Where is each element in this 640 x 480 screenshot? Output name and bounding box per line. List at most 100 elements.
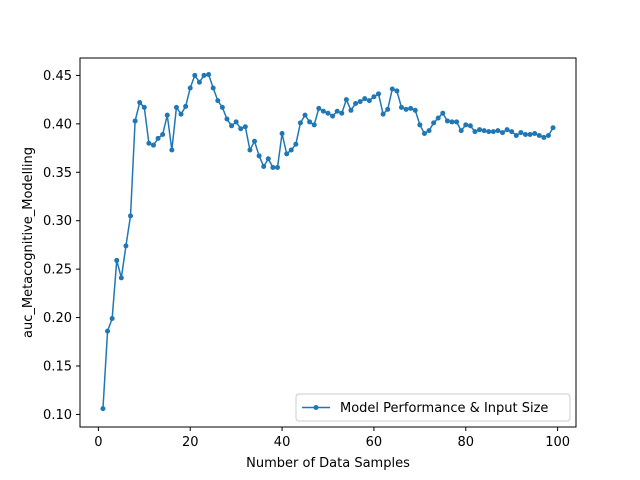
data-point	[261, 163, 267, 169]
data-point	[178, 111, 184, 117]
data-point	[467, 123, 473, 129]
axes-frame	[79, 57, 577, 428]
data-point	[357, 99, 363, 105]
data-point	[173, 104, 179, 110]
data-point	[307, 119, 313, 125]
data-point	[454, 119, 460, 125]
data-point	[160, 132, 166, 138]
data-point	[252, 138, 258, 144]
data-point	[187, 85, 193, 91]
data-point	[513, 132, 519, 138]
legend-marker-swatch	[313, 405, 319, 410]
data-point	[137, 100, 143, 106]
data-point	[265, 156, 271, 162]
data-point	[132, 118, 138, 124]
data-point	[146, 140, 152, 146]
data-point	[403, 106, 409, 112]
data-point	[509, 129, 515, 135]
data-point	[431, 120, 437, 126]
plot-area	[100, 71, 556, 412]
data-point	[192, 72, 198, 78]
data-point	[380, 111, 386, 117]
data-point	[233, 119, 239, 125]
data-point	[532, 131, 538, 137]
data-point	[348, 107, 354, 113]
data-point	[398, 104, 404, 110]
data-point	[385, 106, 391, 112]
y-tick-label: 0.30	[43, 214, 72, 229]
x-tick-label: 60	[366, 435, 383, 450]
data-point	[247, 147, 253, 153]
data-point	[238, 126, 244, 132]
data-point	[343, 97, 349, 103]
data-point	[330, 113, 336, 119]
data-point	[114, 257, 120, 263]
data-point	[435, 115, 441, 121]
data-point	[417, 122, 423, 128]
x-tick-label: 80	[458, 435, 475, 450]
data-point	[371, 94, 377, 100]
data-point	[325, 110, 331, 116]
data-point	[444, 118, 450, 124]
data-point	[541, 134, 547, 140]
data-point	[229, 123, 235, 129]
data-point	[141, 104, 147, 110]
data-point	[376, 91, 382, 97]
legend: Model Performance & Input Size	[295, 393, 571, 422]
data-point	[123, 243, 129, 249]
data-point	[164, 112, 170, 118]
y-tick-label: 0.45	[43, 69, 72, 84]
data-point	[472, 129, 478, 135]
data-point	[412, 107, 418, 113]
data-point	[206, 71, 212, 77]
data-point	[210, 85, 216, 91]
data-point	[293, 141, 299, 147]
data-point	[320, 108, 326, 114]
data-point	[389, 86, 395, 92]
data-point	[118, 275, 124, 281]
y-tick-label: 0.35	[43, 166, 72, 181]
data-point	[495, 128, 501, 134]
data-point	[169, 147, 175, 153]
data-point	[477, 127, 483, 133]
data-point	[366, 98, 372, 104]
data-point	[486, 129, 492, 135]
data-point	[279, 131, 285, 137]
data-point	[504, 127, 510, 133]
data-point	[518, 130, 524, 136]
data-point	[155, 135, 161, 141]
data-point	[426, 128, 432, 134]
data-point	[449, 119, 455, 125]
data-point	[242, 124, 248, 130]
data-point	[362, 96, 368, 102]
data-point	[183, 103, 189, 109]
data-point	[481, 128, 487, 134]
y-tick-label: 0.10	[43, 408, 72, 423]
data-point	[550, 125, 556, 131]
x-tick-label: 100	[545, 435, 570, 450]
legend-entry-label: Model Performance & Input Size	[340, 401, 548, 416]
data-point	[297, 120, 303, 126]
y-axis-label: auc_Metacognitive_Modelling	[21, 147, 36, 338]
data-point	[109, 316, 115, 322]
y-tick-label: 0.25	[43, 263, 72, 278]
x-tick-label: 20	[182, 435, 199, 450]
y-tick-label: 0.40	[43, 117, 72, 132]
data-point	[536, 132, 542, 138]
data-point	[421, 131, 427, 137]
data-point	[527, 132, 533, 138]
x-axis-label: Number of Data Samples	[246, 456, 410, 471]
data-point	[311, 122, 317, 128]
data-point	[284, 151, 290, 157]
data-point	[458, 128, 464, 134]
data-point	[196, 79, 202, 85]
data-point	[215, 98, 221, 104]
data-point	[105, 328, 111, 334]
x-tick-label: 0	[94, 435, 102, 450]
data-point	[353, 101, 359, 107]
data-point	[201, 72, 207, 78]
data-point	[440, 110, 446, 116]
legend-frame	[295, 393, 571, 422]
data-point	[274, 164, 280, 170]
